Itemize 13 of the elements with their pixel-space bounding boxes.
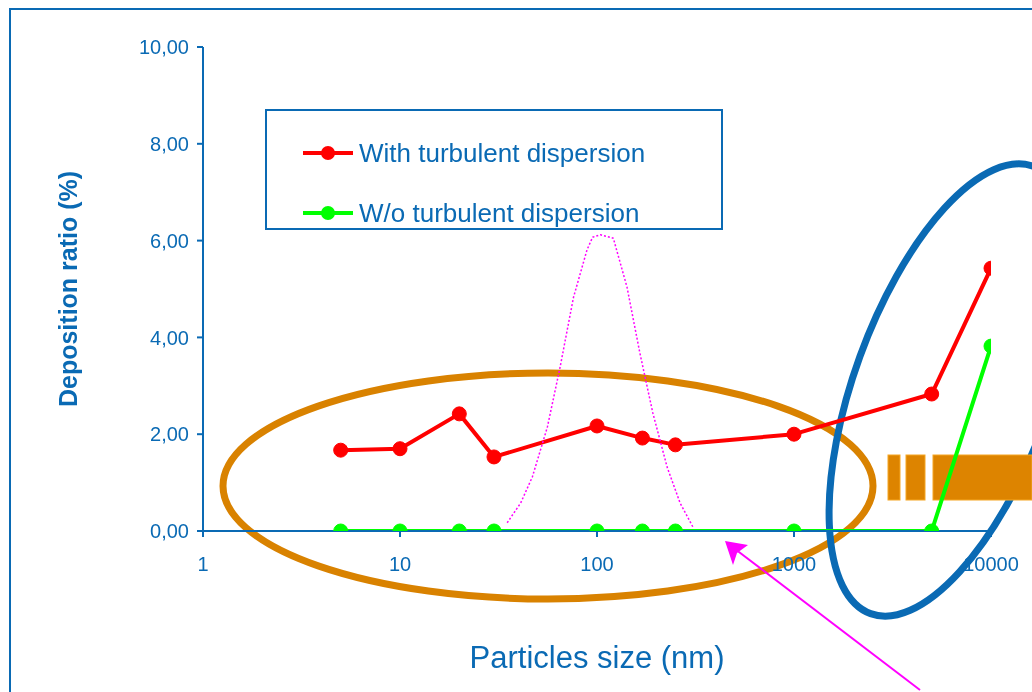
x-tick-label: 1 bbox=[197, 553, 209, 576]
y-tick-label: 4,00 bbox=[150, 326, 189, 349]
y-axis-title: Deposition ratio (%) bbox=[53, 170, 82, 408]
y-tick-label: 2,00 bbox=[150, 423, 189, 446]
legend-label: W/o turbulent dispersion bbox=[359, 197, 640, 230]
legend-label: With turbulent dispersion bbox=[359, 137, 646, 170]
y-tick-label: 6,00 bbox=[150, 229, 189, 252]
x-tick-label: 10 bbox=[388, 553, 412, 576]
y-tick-label: 8,00 bbox=[150, 132, 189, 155]
x-tick-label: 100 bbox=[580, 553, 614, 576]
y-tick-label: 0,00 bbox=[150, 520, 189, 543]
y-tick-label: 10,00 bbox=[138, 36, 189, 59]
x-axis-title: Particles size (nm) bbox=[469, 640, 725, 675]
